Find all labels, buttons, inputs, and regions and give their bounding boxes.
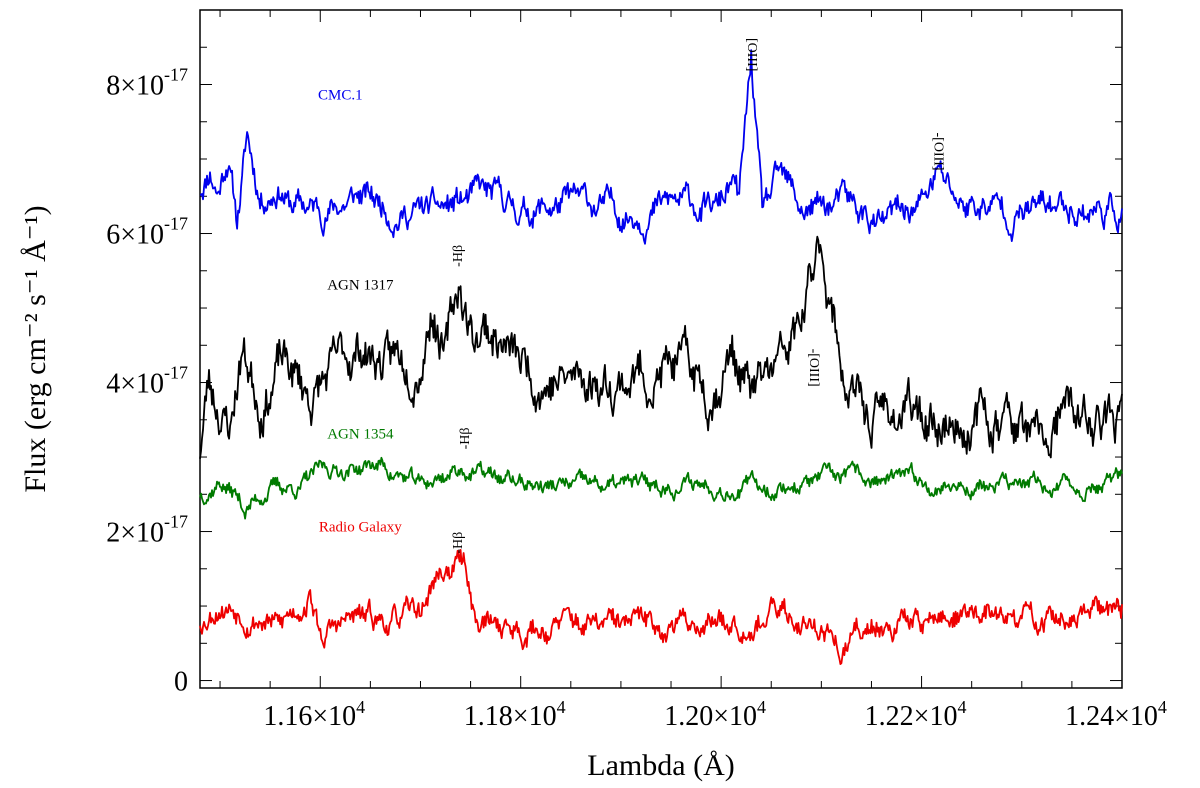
line-annotation: -Hβ: [451, 245, 466, 267]
series-line-0: [199, 49, 1123, 245]
x-tick-label: 1.16×104: [263, 697, 365, 732]
y-tick-labels: 0 2×10-17 4×10-17 6×10-17 8×10-17: [106, 65, 188, 698]
y-axis-title: Flux (erg cm⁻² s⁻¹ Å⁻¹): [19, 205, 52, 492]
y-tick-label: 2×10-17: [106, 512, 188, 549]
y-tick-label: 4×10-17: [106, 363, 188, 400]
series-line-2: [199, 456, 1123, 520]
line-annotation: -[OIII]: [930, 133, 945, 171]
series-label: CMC.1: [318, 87, 363, 103]
series-labels: CMC.1 AGN 1317 AGN 1354 Radio Galaxy: [318, 87, 402, 535]
series-line-1: [199, 235, 1123, 459]
series-label: AGN 1354: [327, 426, 394, 442]
series-label: Radio Galaxy: [319, 520, 402, 536]
series-lines: [199, 49, 1123, 665]
line-annotation: [OIII]: [744, 38, 759, 71]
plot-frame: [199, 9, 1123, 689]
y-tick-label: 8×10-17: [106, 65, 188, 102]
x-tick-label: 1.20×104: [664, 697, 766, 732]
series-label: AGN 1317: [327, 277, 394, 293]
x-tick-label: 1.22×104: [865, 697, 967, 732]
y-tick-label: 0: [174, 667, 188, 698]
axis-ticks: [200, 10, 1123, 688]
x-tick-label: 1.18×104: [464, 697, 566, 732]
line-annotation: -Hβ: [458, 427, 473, 449]
x-axis-title: Lambda (Å): [587, 749, 734, 782]
y-tick-label: 6×10-17: [106, 214, 188, 251]
series-line-3: [199, 549, 1123, 665]
line-annotation: -Hβ: [451, 532, 466, 554]
x-tick-labels: 1.16×104 1.18×104 1.20×104 1.22×104 1.24×104: [263, 697, 1167, 732]
x-tick-label: 1.24×104: [1065, 697, 1167, 732]
line-annotation: -[OIII]: [806, 349, 821, 387]
line-annotations: [OIII] -[OIII] -Hβ -[OIII] -Hβ -Hβ: [451, 38, 946, 554]
